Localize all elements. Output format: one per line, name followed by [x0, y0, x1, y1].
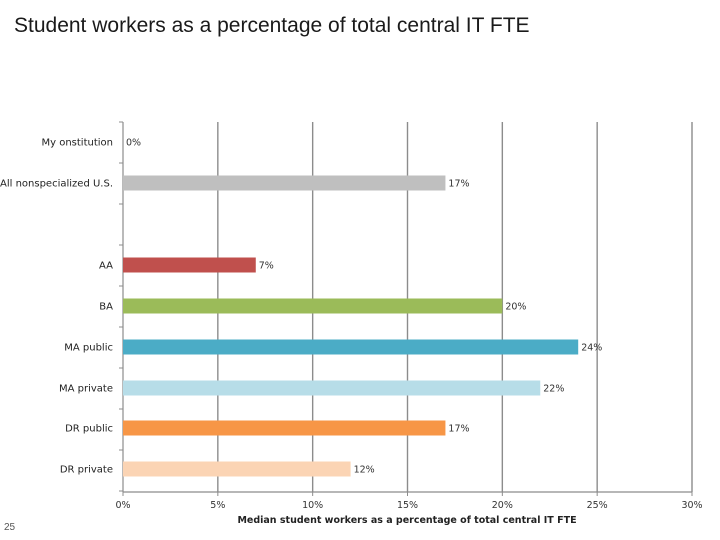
bar-7: [123, 461, 351, 477]
x-tick-label: 10%: [302, 500, 323, 511]
x-tick-label: 0%: [115, 500, 130, 511]
data-label: 17%: [448, 424, 469, 435]
x-tick-label: 5%: [210, 500, 225, 511]
x-axis-title: Median student workers as a percentage o…: [237, 515, 576, 526]
x-tick-label: 30%: [681, 500, 702, 511]
category-label: BA: [99, 302, 113, 313]
labels: 0% 5% 10% 15% 20% 25% 30% My onstitution 0% All n…: [0, 138, 703, 512]
data-label: 22%: [543, 384, 564, 395]
category-label: DR private: [60, 465, 113, 476]
page-number: 25: [4, 522, 16, 533]
data-label: 12%: [354, 465, 375, 476]
data-label: 20%: [505, 302, 526, 313]
category-label: DR public: [65, 424, 113, 435]
data-label: 24%: [581, 343, 602, 354]
category-label: MA public: [64, 343, 113, 354]
bar-4: [123, 339, 579, 355]
chart-title: Student workers as a percentage of total…: [14, 14, 530, 37]
category-label: MA private: [59, 384, 113, 395]
bar-1: [123, 175, 446, 191]
bar-2: [123, 257, 256, 273]
data-label: 7%: [259, 261, 274, 272]
bar-5: [123, 380, 541, 396]
category-label: All nonspecialized U.S.: [0, 179, 113, 190]
category-label: AA: [99, 261, 113, 272]
bars: [123, 175, 579, 477]
data-label: 17%: [448, 179, 469, 190]
x-tick-label: 25%: [587, 500, 608, 511]
x-tick-label: 15%: [397, 500, 418, 511]
data-label: 0%: [126, 138, 141, 149]
bar-3: [123, 298, 503, 314]
x-tick-label: 20%: [492, 500, 513, 511]
category-label: My onstitution: [41, 138, 113, 149]
bar-6: [123, 420, 446, 436]
